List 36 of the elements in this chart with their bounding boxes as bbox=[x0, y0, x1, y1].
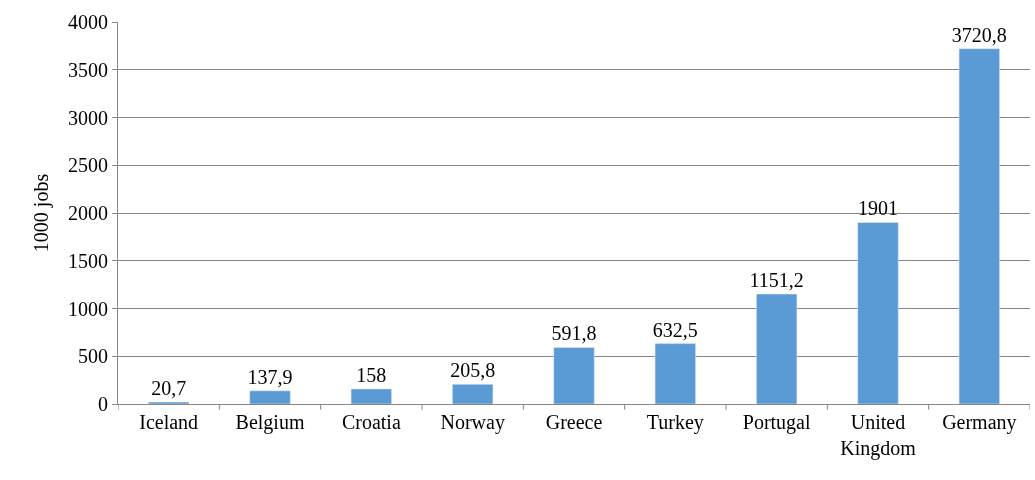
data-label: 20,7 bbox=[151, 377, 187, 400]
data-label: 1901 bbox=[858, 197, 898, 220]
x-tick-label: Germany bbox=[942, 411, 1017, 434]
x-tick-label: Portugal bbox=[742, 411, 811, 434]
y-tick-label: 2000 bbox=[68, 202, 108, 224]
x-tick-label: Norway bbox=[440, 411, 505, 434]
y-tick-label: 0 bbox=[98, 393, 108, 415]
y-axis-title: 1000 jobs bbox=[29, 173, 53, 253]
x-tick-label: Croatia bbox=[341, 411, 401, 433]
bar bbox=[350, 388, 392, 404]
bar bbox=[958, 48, 1000, 404]
y-tick-label: 500 bbox=[78, 345, 108, 368]
x-tick-label: Belgium bbox=[235, 411, 305, 434]
bar bbox=[452, 384, 494, 404]
data-label: 1151,2 bbox=[749, 269, 804, 292]
data-label: 137,9 bbox=[247, 365, 293, 388]
x-tick-label: Turkey bbox=[646, 411, 704, 434]
bar bbox=[756, 293, 798, 404]
y-tick-label: 3500 bbox=[68, 58, 108, 81]
data-label: 591,8 bbox=[551, 322, 597, 345]
bar bbox=[654, 343, 696, 404]
bar bbox=[857, 222, 899, 404]
x-tick-label: Iceland bbox=[139, 411, 199, 433]
y-tick-label: 1000 bbox=[68, 297, 108, 320]
x-tick-label: United Kingdom bbox=[840, 411, 917, 460]
y-tick-label: 1500 bbox=[68, 249, 108, 272]
bar bbox=[249, 390, 291, 404]
x-tick-label: Greece bbox=[545, 411, 603, 433]
bar bbox=[553, 347, 595, 404]
data-label: 205,8 bbox=[450, 359, 496, 382]
y-tick-label: 3000 bbox=[68, 106, 108, 129]
y-tick-label: 4000 bbox=[68, 11, 108, 33]
data-label: 3720,8 bbox=[951, 23, 1007, 46]
data-label: 632,5 bbox=[652, 318, 698, 341]
y-tick-label: 2500 bbox=[68, 154, 108, 177]
data-label: 158 bbox=[356, 363, 387, 386]
